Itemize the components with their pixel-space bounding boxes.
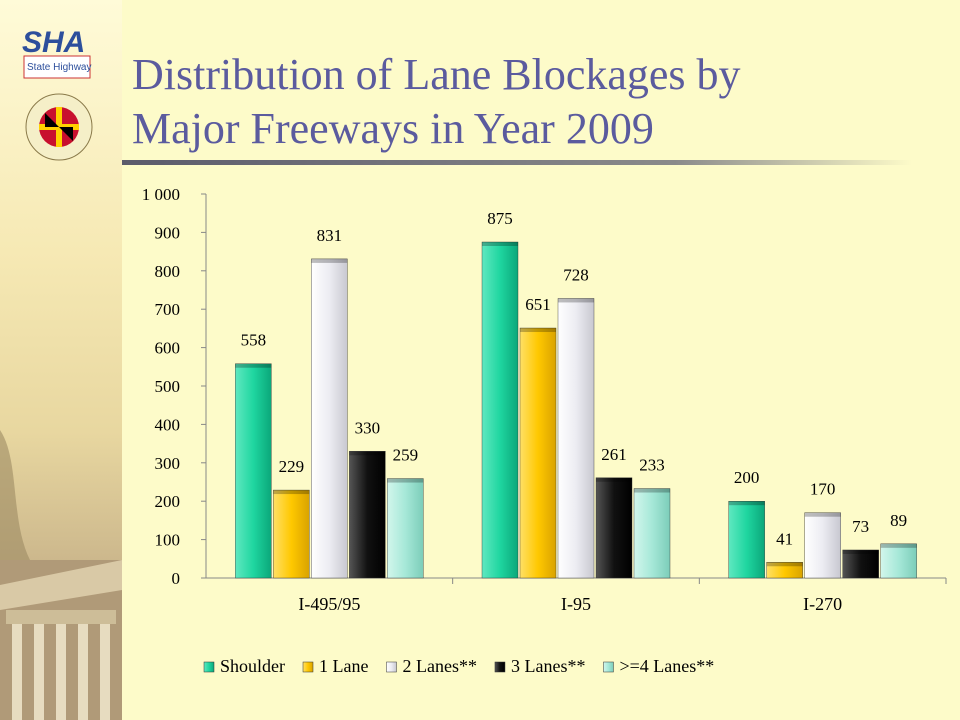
y-tick-label: 100 — [155, 531, 181, 550]
bar — [880, 543, 917, 579]
plot-area: 0 100 200 300 400 500 600 700 800 900 1 000 I-495/9… — [142, 185, 947, 614]
bar-top-bevel — [558, 298, 594, 303]
legend-item: >=4 Lanes** — [603, 656, 714, 676]
bar — [804, 512, 841, 579]
bar-top-bevel — [387, 478, 424, 483]
bar — [842, 549, 879, 579]
y-tick-label: 700 — [155, 300, 181, 319]
bar-top-bevel — [880, 543, 917, 548]
bar — [519, 327, 557, 579]
legend-item: 2 Lanes** — [386, 656, 477, 676]
bar-data-label: 229 — [279, 457, 305, 476]
sha-logo-subtext: State Highway — [27, 62, 91, 73]
bar-top-bevel — [235, 363, 272, 368]
legend-label: >=4 Lanes** — [619, 656, 714, 676]
y-tick-label: 300 — [155, 454, 181, 473]
bar-top-bevel — [804, 512, 841, 517]
bar — [235, 363, 272, 579]
legend-item: 1 Lane — [302, 656, 368, 676]
bar-top-bevel — [634, 488, 670, 493]
bar — [481, 241, 519, 579]
campus-building-image — [0, 430, 122, 720]
y-tick-label: 500 — [155, 377, 181, 396]
bar-data-label: 170 — [810, 480, 836, 499]
bar-top-bevel — [482, 242, 518, 246]
y-tick-label: 1 000 — [142, 185, 180, 204]
x-category-label: I-270 — [803, 594, 842, 614]
legend-label: 3 Lanes** — [511, 656, 585, 676]
bar-data-label: 200 — [734, 468, 760, 487]
umd-seal-logo — [24, 92, 94, 162]
sha-logo-text: SHA — [22, 26, 85, 59]
bar-top-bevel — [728, 501, 765, 506]
bar-top-bevel — [520, 328, 556, 333]
bar-top-bevel — [766, 562, 803, 567]
x-category-label: I-95 — [561, 594, 591, 614]
y-tick-label: 600 — [155, 339, 181, 358]
bar — [766, 562, 803, 579]
slide-title-line2: Major Freeways in Year 2009 — [132, 104, 654, 153]
bar-data-label: 875 — [487, 209, 513, 228]
bar — [633, 488, 671, 579]
bar-top-bevel — [349, 451, 386, 456]
bar — [387, 478, 424, 579]
bar-top-bevel — [596, 477, 632, 482]
bar — [557, 298, 595, 579]
sha-logo: SHA State Highway — [20, 22, 94, 80]
y-tick-label: 200 — [155, 492, 181, 511]
bar-top-bevel — [273, 490, 310, 495]
bar — [728, 501, 765, 579]
legend-swatch — [386, 661, 397, 673]
bar — [349, 451, 386, 579]
bar-data-label: 89 — [890, 511, 907, 530]
bar-data-label: 558 — [241, 331, 267, 350]
bar-data-label: 728 — [563, 265, 589, 284]
legend-item: 3 Lanes** — [494, 656, 585, 676]
bar-data-label: 73 — [852, 517, 869, 536]
legend-label: Shoulder — [220, 656, 285, 676]
bar-data-label: 261 — [601, 445, 627, 464]
legend-swatch — [203, 661, 215, 673]
bar-data-label: 233 — [639, 456, 665, 475]
bar-top-bevel — [842, 549, 879, 554]
y-tick-label: 800 — [155, 262, 181, 281]
legend-swatch — [603, 661, 614, 673]
bar-data-label: 831 — [317, 226, 343, 245]
bar — [273, 489, 310, 579]
y-tick-label: 0 — [172, 569, 181, 588]
slide-title: Distribution of Lane Blockages by Major … — [132, 48, 932, 156]
bar — [595, 477, 633, 579]
legend-label: 2 Lanes** — [402, 656, 476, 676]
y-tick-label: 400 — [155, 415, 181, 434]
bar — [311, 258, 348, 579]
chart-legend: Shoulder 1 Lane 2 Lanes** 3 Lanes** >=4 Lane… — [203, 656, 714, 676]
bar-top-bevel — [311, 258, 348, 263]
bar-data-label: 259 — [393, 446, 419, 465]
title-divider — [122, 160, 912, 165]
legend-swatch — [494, 661, 506, 673]
y-tick-label: 900 — [155, 223, 181, 242]
x-category-label: I-495/95 — [298, 594, 360, 614]
legend-label: 1 Lane — [319, 656, 368, 676]
legend-item: Shoulder — [203, 656, 285, 676]
bar-data-label: 651 — [525, 295, 551, 314]
slide-title-line1: Distribution of Lane Blockages by — [132, 50, 741, 99]
bar-data-label: 41 — [776, 529, 793, 548]
legend-swatch — [302, 661, 314, 673]
bar-data-label: 330 — [355, 418, 381, 437]
